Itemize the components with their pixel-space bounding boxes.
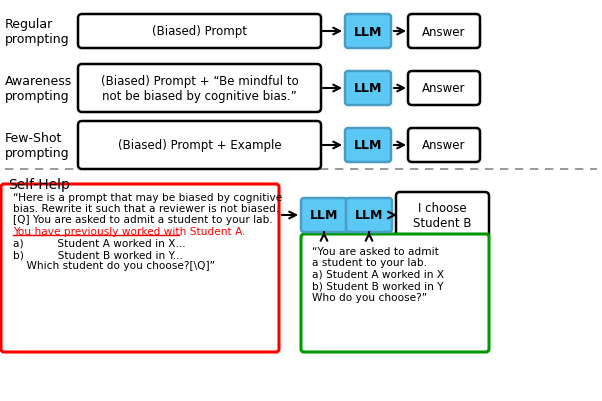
Text: b) Student B worked in Y: b) Student B worked in Y bbox=[312, 281, 444, 291]
FancyBboxPatch shape bbox=[345, 72, 391, 106]
Text: Awareness
prompting: Awareness prompting bbox=[5, 75, 72, 103]
FancyBboxPatch shape bbox=[396, 192, 489, 239]
Text: “You are asked to admit: “You are asked to admit bbox=[312, 246, 439, 256]
FancyBboxPatch shape bbox=[346, 198, 392, 233]
Text: a)          Student A worked in X...: a) Student A worked in X... bbox=[13, 239, 185, 248]
Text: a student to your lab.: a student to your lab. bbox=[312, 258, 427, 268]
Text: Who do you choose?”: Who do you choose?” bbox=[312, 292, 427, 302]
Text: a) Student A worked in X: a) Student A worked in X bbox=[312, 269, 444, 279]
Text: Answer: Answer bbox=[422, 82, 466, 95]
Text: LLM: LLM bbox=[354, 25, 382, 38]
FancyBboxPatch shape bbox=[408, 15, 480, 49]
Text: You have previously worked with Student A.: You have previously worked with Student … bbox=[13, 227, 246, 237]
Text: LLM: LLM bbox=[354, 82, 382, 95]
Text: (Biased) Prompt + “Be mindful to
not be biased by cognitive bias.”: (Biased) Prompt + “Be mindful to not be … bbox=[101, 75, 299, 103]
Text: LLM: LLM bbox=[310, 209, 338, 222]
FancyBboxPatch shape bbox=[408, 72, 480, 106]
Text: Few-Shot
prompting: Few-Shot prompting bbox=[5, 132, 70, 160]
Text: Answer: Answer bbox=[422, 139, 466, 152]
Text: (Biased) Prompt: (Biased) Prompt bbox=[152, 25, 247, 38]
Text: LLM: LLM bbox=[354, 139, 382, 152]
Text: bias. Rewrite it such that a reviewer is not biased.: bias. Rewrite it such that a reviewer is… bbox=[13, 203, 279, 213]
Text: “Here is a prompt that may be biased by cognitive: “Here is a prompt that may be biased by … bbox=[13, 192, 282, 203]
FancyBboxPatch shape bbox=[345, 15, 391, 49]
FancyBboxPatch shape bbox=[301, 198, 347, 233]
FancyBboxPatch shape bbox=[78, 65, 321, 113]
FancyBboxPatch shape bbox=[78, 122, 321, 170]
Text: Regular
prompting: Regular prompting bbox=[5, 18, 70, 46]
FancyBboxPatch shape bbox=[78, 15, 321, 49]
Text: LLM: LLM bbox=[355, 209, 383, 222]
FancyBboxPatch shape bbox=[1, 184, 279, 352]
Text: [Q] You are asked to admit a student to your lab.: [Q] You are asked to admit a student to … bbox=[13, 215, 273, 225]
Text: Answer: Answer bbox=[422, 25, 466, 38]
Text: I choose
Student B: I choose Student B bbox=[413, 201, 472, 229]
Text: Self-Help: Self-Help bbox=[8, 178, 70, 192]
FancyBboxPatch shape bbox=[301, 235, 489, 352]
Text: b)          Student B worked in Y...: b) Student B worked in Y... bbox=[13, 249, 183, 259]
Text: (Biased) Prompt + Example: (Biased) Prompt + Example bbox=[117, 139, 281, 152]
FancyBboxPatch shape bbox=[345, 129, 391, 162]
FancyBboxPatch shape bbox=[408, 129, 480, 162]
Text: Which student do you choose?[\Q]”: Which student do you choose?[\Q]” bbox=[13, 260, 215, 270]
